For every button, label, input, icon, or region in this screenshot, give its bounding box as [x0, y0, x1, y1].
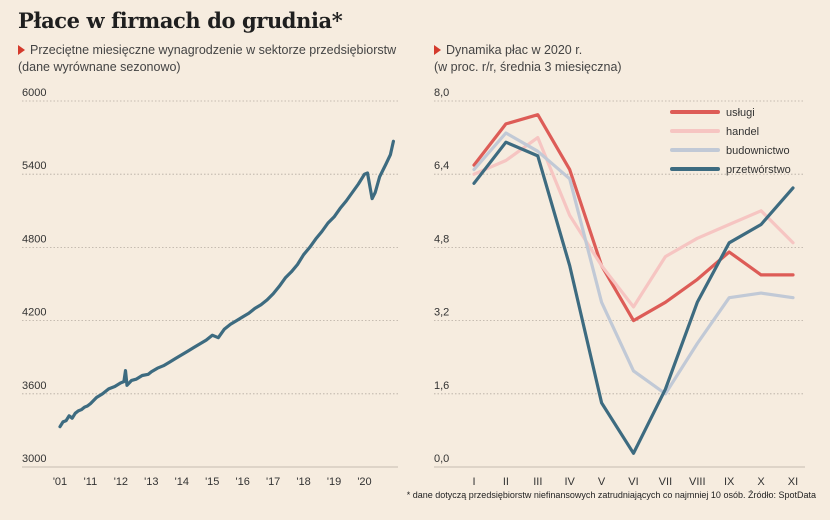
right-y-tick-label: 4,8: [434, 233, 449, 245]
left-x-tick-label: '11: [84, 476, 98, 488]
right-x-tick-label: IV: [564, 476, 575, 488]
right-x-tick-label: VII: [659, 476, 672, 488]
left-y-tick-label: 6000: [22, 87, 46, 99]
legend-label-budownictwo: budownictwo: [726, 145, 790, 157]
right-y-tick-label: 0,0: [434, 453, 449, 465]
right-x-tick-label: I: [472, 476, 475, 488]
left-y-tick-label: 5400: [22, 160, 46, 172]
left-subtitle-note: (dane wyrównane sezonowo): [18, 60, 181, 74]
triangle-marker-icon: [18, 45, 25, 55]
series-line-budownictwo: [472, 131, 795, 396]
right-y-tick-label: 3,2: [434, 307, 449, 319]
left-x-tick-label: '20: [357, 476, 371, 488]
right-x-tick-label: II: [503, 476, 509, 488]
right-y-tick-label: 8,0: [434, 87, 449, 99]
series-line-handel: [472, 136, 795, 309]
left-x-tick-label: '16: [236, 476, 250, 488]
page-title: Płace w firmach do grudnia*: [18, 8, 343, 33]
right-x-tick-label: XI: [788, 476, 798, 488]
triangle-marker-icon: [434, 45, 441, 55]
left-y-tick-label: 3000: [22, 453, 46, 465]
left-subtitle-line-1: Przeciętne miesięczne wynagrodzenie w se…: [30, 43, 397, 57]
left-x-tick-label: '18: [296, 476, 310, 488]
right-y-tick-label: 6,4: [434, 160, 449, 172]
legend-label-handel: handel: [726, 126, 759, 138]
right-x-tick-label: IX: [724, 476, 735, 488]
left-x-tick-label: '17: [266, 476, 280, 488]
series-line-przetworstwo: [472, 140, 795, 455]
left-subtitle: Przeciętne miesięczne wynagrodzenie w se…: [18, 42, 396, 59]
left-series-line: [58, 139, 395, 429]
right-subtitle: Dynamika płac w 2020 r.: [434, 42, 582, 59]
left-x-tick-label: '12: [114, 476, 128, 488]
left-y-tick-label: 4800: [22, 233, 46, 245]
left-x-tick-label: '19: [327, 476, 341, 488]
right-x-tick-label: X: [757, 476, 765, 488]
right-y-tick-label: 1,6: [434, 380, 449, 392]
legend-label-uslugi: usługi: [726, 107, 755, 119]
right-x-tick-label: V: [598, 476, 606, 488]
right-subtitle-line-1: Dynamika płac w 2020 r.: [446, 43, 583, 57]
left-y-tick-label: 4200: [22, 307, 46, 319]
right-subtitle-note: (w proc. r/r, średnia 3 miesięczna): [434, 60, 622, 74]
left-x-tick-label: '15: [205, 476, 219, 488]
series-line-uslugi: [472, 113, 795, 323]
legend-label-przetworstwo: przetwórstwo: [726, 164, 791, 176]
left-y-tick-label: 3600: [22, 380, 46, 392]
right-x-tick-label: VIII: [689, 476, 706, 488]
left-x-tick-label: '13: [144, 476, 158, 488]
left-x-tick-label: '14: [175, 476, 189, 488]
right-x-tick-label: III: [533, 476, 542, 488]
right-x-tick-label: VI: [628, 476, 638, 488]
footnote: * dane dotyczą przedsiębiorstw niefinans…: [406, 490, 816, 500]
left-x-tick-label: '01: [53, 476, 67, 488]
